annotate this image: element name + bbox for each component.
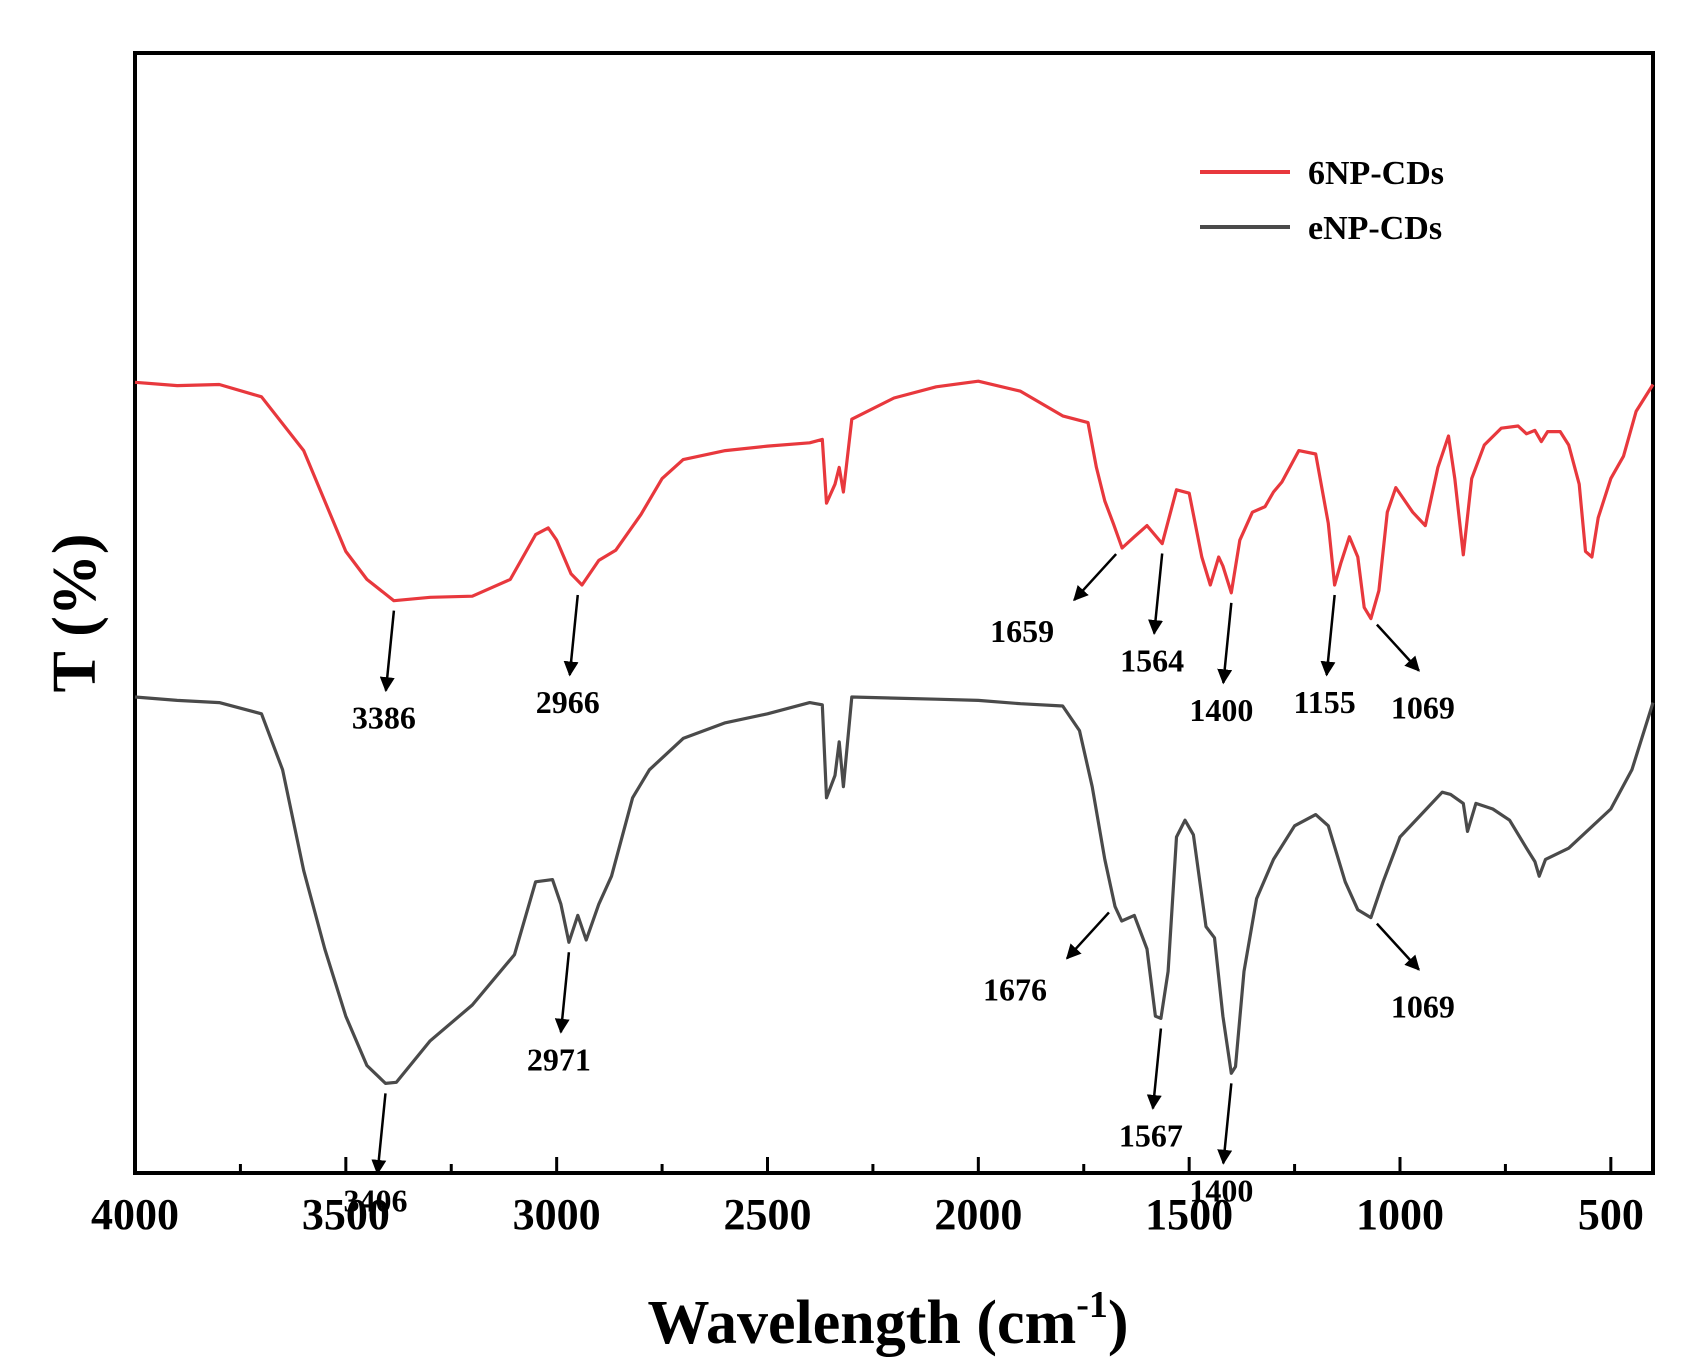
annotation-label-1400: 1400: [1189, 692, 1253, 728]
x-axis-ticks: [133, 1157, 1613, 1173]
annotation-label-1567: 1567: [1119, 1117, 1183, 1153]
x-tick-label-2000: 2000: [934, 1190, 1022, 1239]
x-tick-label-500: 500: [1578, 1190, 1644, 1239]
x-tick-label-3000: 3000: [513, 1190, 601, 1239]
annotation-label-3406: 3406: [343, 1182, 407, 1218]
annotation-arrow-1659: [1073, 553, 1118, 602]
x-tick-label-1000: 1000: [1356, 1190, 1444, 1239]
annotation-label-1564: 1564: [1120, 643, 1184, 679]
annotation-arrow-1564: [1148, 553, 1164, 636]
x-axis-tick-labels: 4000 3500 3000 2500 2000 1500 1000 500: [91, 1190, 1644, 1239]
x-tick-label-2500: 2500: [724, 1190, 812, 1239]
x-axis-title: Wavelength (cm-1): [647, 1284, 1128, 1357]
legend-label-6np-cds: 6NP-CDs: [1308, 155, 1444, 192]
annotation-label-2966: 2966: [536, 684, 600, 720]
series-line-6np-cds: [134, 379, 1655, 621]
annotation-label-1659: 1659: [990, 613, 1054, 649]
annotation-arrow-1155: [1320, 594, 1336, 677]
x-tick-label-3500: 3500: [302, 1190, 390, 1239]
annotation-arrow-3406: [371, 1093, 387, 1175]
annotation-arrow-1400: [1217, 602, 1233, 685]
series-layer: [134, 379, 1655, 1085]
annotation-label-1155: 1155: [1294, 684, 1356, 720]
x-axis-title-superscript: -1: [1076, 1284, 1108, 1326]
plot-frame: [133, 51, 1655, 1175]
annotation-arrow-1567: [1146, 1028, 1163, 1110]
annotation-arrow-1069: [1375, 623, 1420, 672]
annotation-label-1069: 1069: [1391, 989, 1455, 1025]
annotation-arrow-1676: [1065, 911, 1110, 960]
annotation-label-3386: 3386: [352, 700, 416, 736]
annotation-arrow-1400: [1217, 1083, 1233, 1165]
legend-label-enp-cds: eNP-CDs: [1308, 210, 1442, 247]
annotation-arrow-3386: [379, 610, 396, 693]
y-axis-title: T (%): [41, 533, 109, 692]
x-tick-label-1500: 1500: [1145, 1190, 1233, 1239]
annotation-label-1069: 1069: [1391, 690, 1455, 726]
annotation-arrow-2966: [563, 594, 579, 677]
legend: 6NP-CDs eNP-CDs: [1200, 155, 1444, 247]
annotation-arrow-1069: [1375, 922, 1420, 971]
annotation-label-2971: 2971: [527, 1041, 591, 1077]
annotation-arrow-2971: [554, 952, 571, 1034]
annotation-label-1676: 1676: [983, 971, 1047, 1007]
x-axis-title-close: ): [1108, 1289, 1129, 1357]
x-tick-label-4000: 4000: [91, 1190, 179, 1239]
annotation-label-1400: 1400: [1189, 1172, 1253, 1208]
series-line-enp-cds: [134, 695, 1655, 1085]
